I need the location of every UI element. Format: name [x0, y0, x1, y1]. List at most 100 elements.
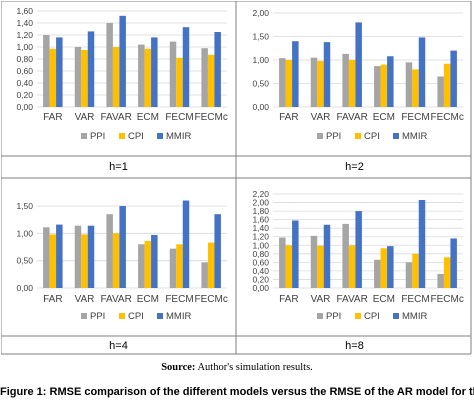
y-tick-label: 0,40 [16, 78, 33, 88]
y-tick-label: 0,60 [252, 257, 269, 267]
panel-label-h2: h=2 [345, 161, 364, 173]
chart-panel-h1: 0,00 0,20 0,40 0,60 0,80 1,00 1,20 1,40 1,60 FAR V… [16, 6, 227, 142]
x-category-label: FECM [165, 294, 193, 305]
legend-swatch-ppi [317, 133, 323, 139]
x-category-label: FECMc [194, 112, 227, 123]
bar-mmir-ecm [387, 56, 394, 107]
legend-label-mmir: MMIR [166, 311, 191, 322]
y-tick-label: 0,80 [16, 54, 33, 64]
bar-ppi-fecmc [437, 76, 444, 107]
legend-swatch-cpi [355, 313, 361, 319]
x-category-label: VAR [311, 294, 331, 305]
bar-mmir-fecmc [214, 214, 221, 288]
source-note: Source: Author's simulation results. [0, 362, 474, 373]
bar-ppi-far [43, 35, 50, 107]
bar-mmir-far [292, 41, 299, 108]
legend-swatch-ppi [81, 133, 87, 139]
legend-label-mmir: MMIR [402, 311, 427, 322]
bar-ppi-favar [106, 23, 113, 107]
bar-cpi-var [317, 245, 324, 288]
chart-panel-h4: 0,00 0,50 1,00 1,50 FAR VAR FAVAR ECM FECM FECMc P… [16, 200, 228, 322]
bar-mmir-far [56, 224, 63, 288]
x-category-label: FAR [279, 294, 298, 305]
bar-mmir-favar [355, 22, 362, 107]
bar-mmir-fecm [182, 27, 190, 108]
bar-ppi-far [279, 237, 286, 288]
bar-ppi-favar [106, 214, 113, 288]
y-tick-label: 1,40 [252, 223, 269, 233]
bar-ppi-var [74, 47, 82, 107]
bar-mmir-favar [355, 211, 362, 288]
legend-swatch-mmir [157, 133, 163, 139]
y-tick-label: 0,00 [16, 102, 33, 112]
bar-cpi-fecmc [207, 54, 215, 107]
panel-label-h1: h=1 [109, 161, 128, 173]
y-tick-label: 0,20 [16, 90, 33, 100]
y-tick-label: 1,00 [16, 228, 33, 238]
bar-mmir-fecm [418, 37, 426, 107]
y-tick-label: 2,00 [252, 8, 269, 18]
y-tick-label: 1,40 [16, 18, 33, 28]
bar-mmir-fecmc [450, 50, 457, 107]
x-category-label: ECM [137, 112, 159, 123]
bar-ppi-fecm [169, 41, 177, 107]
bar-mmir-favar [119, 206, 126, 288]
y-tick-label: 0,80 [252, 249, 269, 259]
bar-mmir-fecmc [214, 32, 221, 107]
y-tick-label: 2,00 [252, 198, 269, 208]
bar-cpi-fecmc [443, 63, 451, 107]
y-tick-label: 0,40 [252, 266, 269, 276]
y-tick-label: 1,60 [252, 215, 269, 225]
x-category-label: FAVAR [337, 112, 368, 123]
y-tick-label: 1,50 [16, 201, 33, 211]
legend-swatch-ppi [317, 313, 323, 319]
bar-ppi-ecm [374, 259, 381, 288]
bar-mmir-var [87, 31, 95, 107]
bar-cpi-favar [112, 47, 120, 107]
panel-label-h4: h=4 [109, 340, 128, 352]
bar-cpi-var [81, 50, 88, 107]
bar-cpi-fecm [176, 57, 183, 107]
x-category-label: FECMc [430, 294, 463, 305]
bar-cpi-ecm [144, 240, 152, 288]
bar-mmir-fecm [182, 200, 190, 288]
x-category-label: FECMc [194, 294, 227, 305]
x-category-label: FAVAR [101, 294, 132, 305]
bar-cpi-favar [348, 245, 356, 288]
bar-ppi-far [279, 58, 286, 107]
y-tick-label: 1,20 [16, 30, 33, 40]
bar-mmir-var [323, 42, 331, 107]
panel-label-h8: h=8 [345, 340, 364, 352]
chart-panel-h2: 0,00 0,50 1,00 1,50 2,00 FAR VAR FAVAR ECM FECM FE… [252, 8, 463, 142]
x-category-label: FECM [401, 294, 429, 305]
legend-label-ppi: PPI [90, 311, 105, 322]
legend-swatch-ppi [81, 313, 87, 319]
bar-mmir-ecm [387, 246, 394, 288]
x-category-label: VAR [75, 112, 95, 123]
y-tick-label: 1,00 [252, 55, 269, 65]
bar-mmir-ecm [151, 234, 158, 288]
y-tick-label: 0,60 [16, 66, 33, 76]
bar-mmir-var [87, 225, 95, 288]
bar-ppi-var [74, 225, 82, 288]
bar-cpi-far [285, 60, 293, 107]
bar-ppi-var [310, 235, 318, 288]
y-tick-label: 0,50 [16, 256, 33, 266]
source-text: Author's simulation results. [197, 362, 313, 373]
bar-mmir-far [292, 220, 299, 288]
x-category-label: FAVAR [337, 294, 368, 305]
bar-cpi-far [49, 48, 57, 107]
bar-mmir-fecmc [450, 238, 457, 288]
bar-ppi-ecm [138, 244, 145, 288]
x-category-label: ECM [373, 294, 395, 305]
bar-ppi-fecmc [437, 273, 444, 288]
bar-cpi-fecmc [207, 242, 215, 288]
y-tick-label: 1,00 [252, 240, 269, 250]
bar-cpi-ecm [380, 64, 388, 107]
bar-cpi-favar [348, 60, 356, 107]
y-tick-label: 1,80 [252, 206, 269, 216]
table-borders [1, 1, 472, 355]
legend-label-cpi: CPI [364, 311, 380, 322]
y-tick-label: 1,60 [16, 6, 33, 16]
bar-mmir-far [56, 37, 63, 107]
